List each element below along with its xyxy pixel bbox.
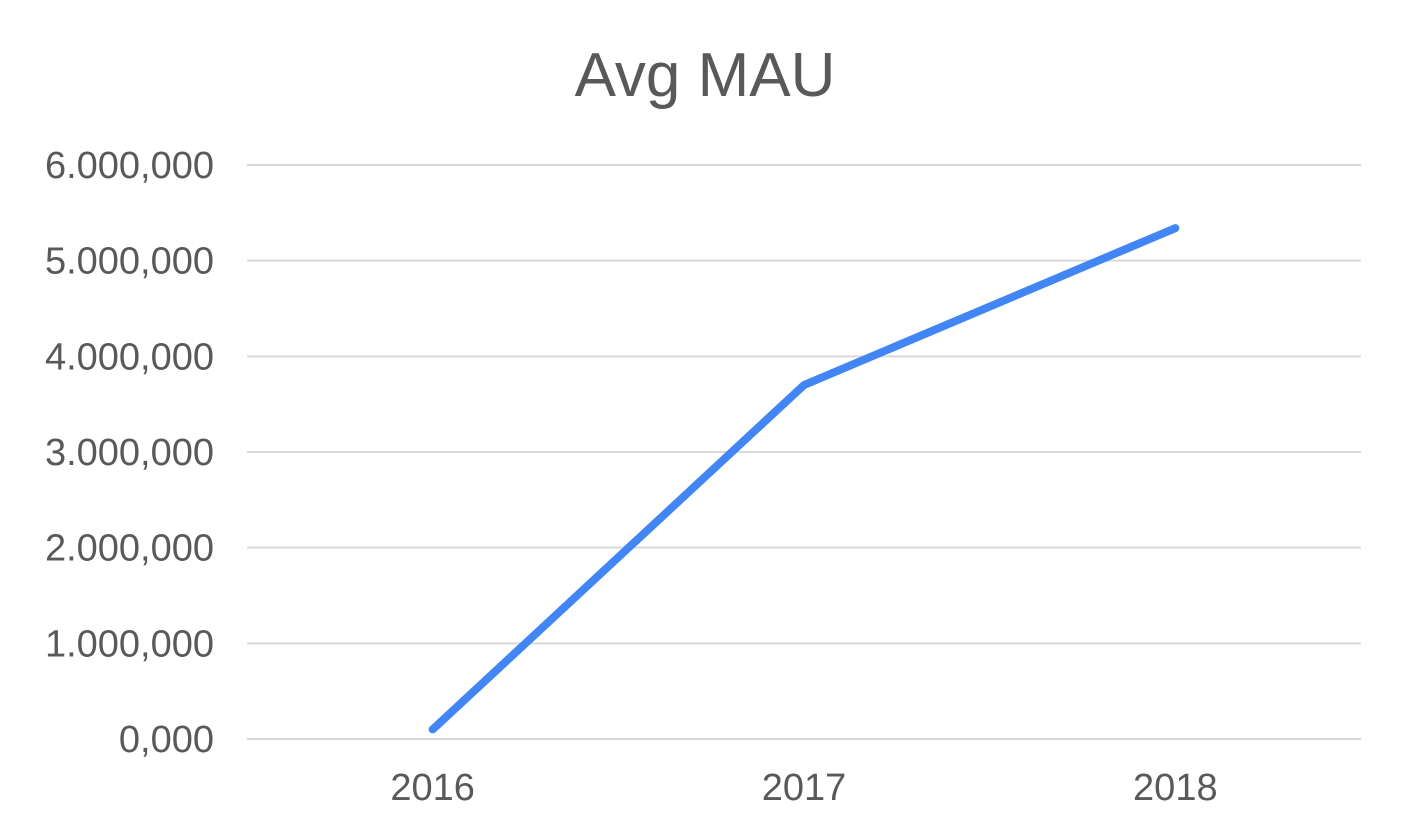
y-axis-ticks: 0,000 1.000,000 2.000,000 3.000,000 4.000,00… <box>45 145 214 761</box>
chart-title: Avg MAU <box>575 41 836 110</box>
y-tick-label: 6.000,000 <box>45 145 214 187</box>
y-tick-label: 3.000,000 <box>45 432 214 474</box>
y-tick-label: 5.000,000 <box>45 241 214 283</box>
x-tick-label: 2018 <box>1133 767 1218 809</box>
series-layer <box>428 224 1180 734</box>
series-line <box>428 224 1180 734</box>
x-axis-ticks: 2016 2017 2018 <box>390 767 1217 809</box>
y-tick-label: 1.000,000 <box>45 623 214 665</box>
gridlines <box>247 164 1361 740</box>
x-tick-label: 2016 <box>390 767 475 809</box>
x-tick-label: 2017 <box>762 767 847 809</box>
y-tick-label: 4.000,000 <box>45 336 214 378</box>
y-tick-label: 2.000,000 <box>45 528 214 570</box>
y-tick-label: 0,000 <box>119 719 214 761</box>
